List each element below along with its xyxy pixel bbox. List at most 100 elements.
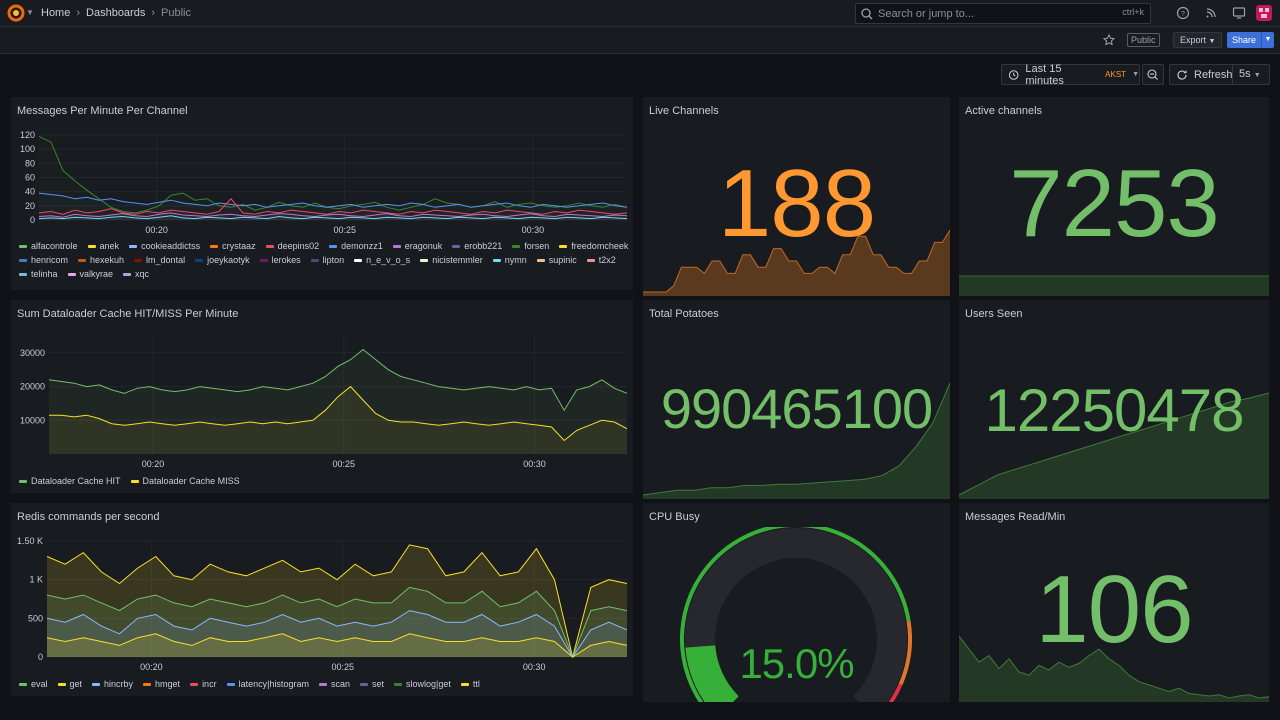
legend-swatch xyxy=(359,682,368,686)
time-range-picker[interactable]: Last 15 minutes AKST ▼ xyxy=(1001,62,1140,87)
legend-item[interactable]: supinic xyxy=(536,255,577,265)
sparkline-line xyxy=(643,382,950,496)
x-tick-label: 00:30 xyxy=(522,225,545,235)
legend-item[interactable]: ttl xyxy=(460,679,480,689)
grafana-logo-icon[interactable] xyxy=(7,4,25,22)
legend-label: hexekuh xyxy=(90,255,125,265)
refresh-interval-select[interactable]: 5s ▼ xyxy=(1239,68,1261,80)
legend-swatch xyxy=(492,258,501,262)
legend-item[interactable]: henricom xyxy=(19,255,68,265)
legend-item[interactable]: nymn xyxy=(492,255,527,265)
legend-item[interactable]: valkyrae xyxy=(67,269,113,279)
panel-title: Sum Dataloader Cache HIT/MISS Per Minute xyxy=(17,308,239,320)
share-dropdown-button[interactable]: ▼ xyxy=(1261,32,1274,48)
legend-label: eval xyxy=(31,679,48,689)
export-button[interactable]: Export ▼ xyxy=(1173,32,1223,48)
monitor-icon[interactable] xyxy=(1231,5,1247,21)
legend-item[interactable]: slowlog|get xyxy=(393,679,451,689)
legend-label: slowlog|get xyxy=(405,679,451,689)
legend-item[interactable]: latency|histogram xyxy=(226,679,309,689)
sparkline-area xyxy=(959,393,1269,499)
legend-item[interactable]: n_e_v_o_s xyxy=(354,255,410,265)
chevron-down-icon: ▼ xyxy=(1132,71,1139,78)
legend-item[interactable]: set xyxy=(359,679,384,689)
legend-swatch xyxy=(195,258,204,262)
legend-swatch xyxy=(123,272,132,276)
legend-item[interactable]: hexekuh xyxy=(78,255,124,265)
legend-item[interactable]: telinha xyxy=(19,269,58,279)
legend-item[interactable]: alfacontrole xyxy=(19,241,78,251)
legend-swatch xyxy=(134,258,143,262)
chevron-down-icon[interactable]: ▼ xyxy=(26,8,34,17)
legend-label: anek xyxy=(99,241,120,251)
y-tick-label: 0 xyxy=(38,652,43,662)
breadcrumb-public: Public xyxy=(161,7,191,19)
user-avatar[interactable] xyxy=(1256,5,1272,21)
legend-swatch xyxy=(226,682,235,686)
breadcrumb-dashboards[interactable]: Dashboards xyxy=(86,7,146,19)
legend-item[interactable]: crystaaz xyxy=(210,241,256,251)
y-tick-label: 1.50 K xyxy=(17,536,43,546)
legend-item[interactable]: eval xyxy=(19,679,48,689)
legend-swatch xyxy=(19,258,27,262)
legend-item[interactable]: hincrby xyxy=(92,679,133,689)
legend-item[interactable]: nicistemmler xyxy=(420,255,483,265)
legend-item[interactable]: forsen xyxy=(512,241,549,251)
legend-item[interactable]: incr xyxy=(190,679,217,689)
legend-label: latency|histogram xyxy=(238,679,309,689)
legend-label: nymn xyxy=(504,255,527,265)
series-area xyxy=(47,544,627,657)
legend-label: incr xyxy=(202,679,217,689)
legend-item[interactable]: Dataloader Cache HIT xyxy=(19,476,121,486)
legend-label: cookieaddictss xyxy=(141,241,201,251)
zoom-out-button[interactable] xyxy=(1142,64,1164,85)
x-tick-label: 00:20 xyxy=(145,225,168,235)
help-icon[interactable]: ? xyxy=(1175,5,1191,21)
series-line xyxy=(38,198,628,215)
legend-item[interactable]: lipton xyxy=(310,255,344,265)
refresh-icon xyxy=(1177,70,1187,80)
rss-icon[interactable] xyxy=(1203,5,1219,21)
star-icon[interactable] xyxy=(1103,34,1115,46)
breadcrumb-home[interactable]: Home xyxy=(41,7,71,19)
legend-item[interactable]: xqc xyxy=(123,269,149,279)
search-shortcut: ctrl+k xyxy=(1122,7,1144,17)
legend-item[interactable]: cookieaddictss xyxy=(129,241,200,251)
time-range-label: Last 15 minutes xyxy=(1025,62,1064,87)
legend-item[interactable]: lm_dontal xyxy=(134,255,185,265)
legend-item[interactable]: deepins02 xyxy=(265,241,319,251)
legend-item[interactable]: t2x2 xyxy=(586,255,616,265)
legend-item[interactable]: anek xyxy=(87,241,120,251)
clock-icon xyxy=(1008,69,1019,80)
legend-swatch xyxy=(87,244,96,248)
legend-item[interactable]: get xyxy=(57,679,82,689)
legend-item[interactable]: Dataloader Cache MISS xyxy=(130,476,240,486)
refresh-picker[interactable]: Refresh 5s ▼ xyxy=(1169,64,1270,85)
x-tick-label: 00:25 xyxy=(333,459,356,468)
legend-item[interactable]: hmget xyxy=(143,679,180,689)
search-icon xyxy=(861,7,873,19)
legend-item[interactable]: scan xyxy=(318,679,350,689)
legend-item[interactable]: eragonuk xyxy=(392,241,442,251)
legend-swatch xyxy=(92,682,101,686)
legend-label: hmget xyxy=(155,679,181,689)
sparkline-area xyxy=(959,636,1269,702)
legend-swatch xyxy=(393,682,402,686)
search-input[interactable]: Search or jump to... ctrl+k xyxy=(855,3,1151,24)
chevron-down-icon: ▼ xyxy=(1253,72,1261,79)
sparkline-area xyxy=(959,276,1269,296)
share-button[interactable]: Share xyxy=(1227,32,1262,48)
series-line xyxy=(46,610,628,658)
legend-swatch xyxy=(143,682,152,686)
legend-item[interactable]: lerokes xyxy=(259,255,301,265)
legend-label: freedomcheek xyxy=(571,241,629,251)
sparkline-line xyxy=(959,635,1269,699)
legend-item[interactable]: freedomcheek xyxy=(559,241,628,251)
zoom-out-icon xyxy=(1147,69,1158,80)
legend-item[interactable]: joeykaotyk xyxy=(195,255,250,265)
messages-read-sparkline xyxy=(959,635,1269,702)
legend-swatch xyxy=(512,244,521,248)
legend-item[interactable]: erobb221 xyxy=(452,241,502,251)
legend-item[interactable]: demonzz1 xyxy=(329,241,383,251)
